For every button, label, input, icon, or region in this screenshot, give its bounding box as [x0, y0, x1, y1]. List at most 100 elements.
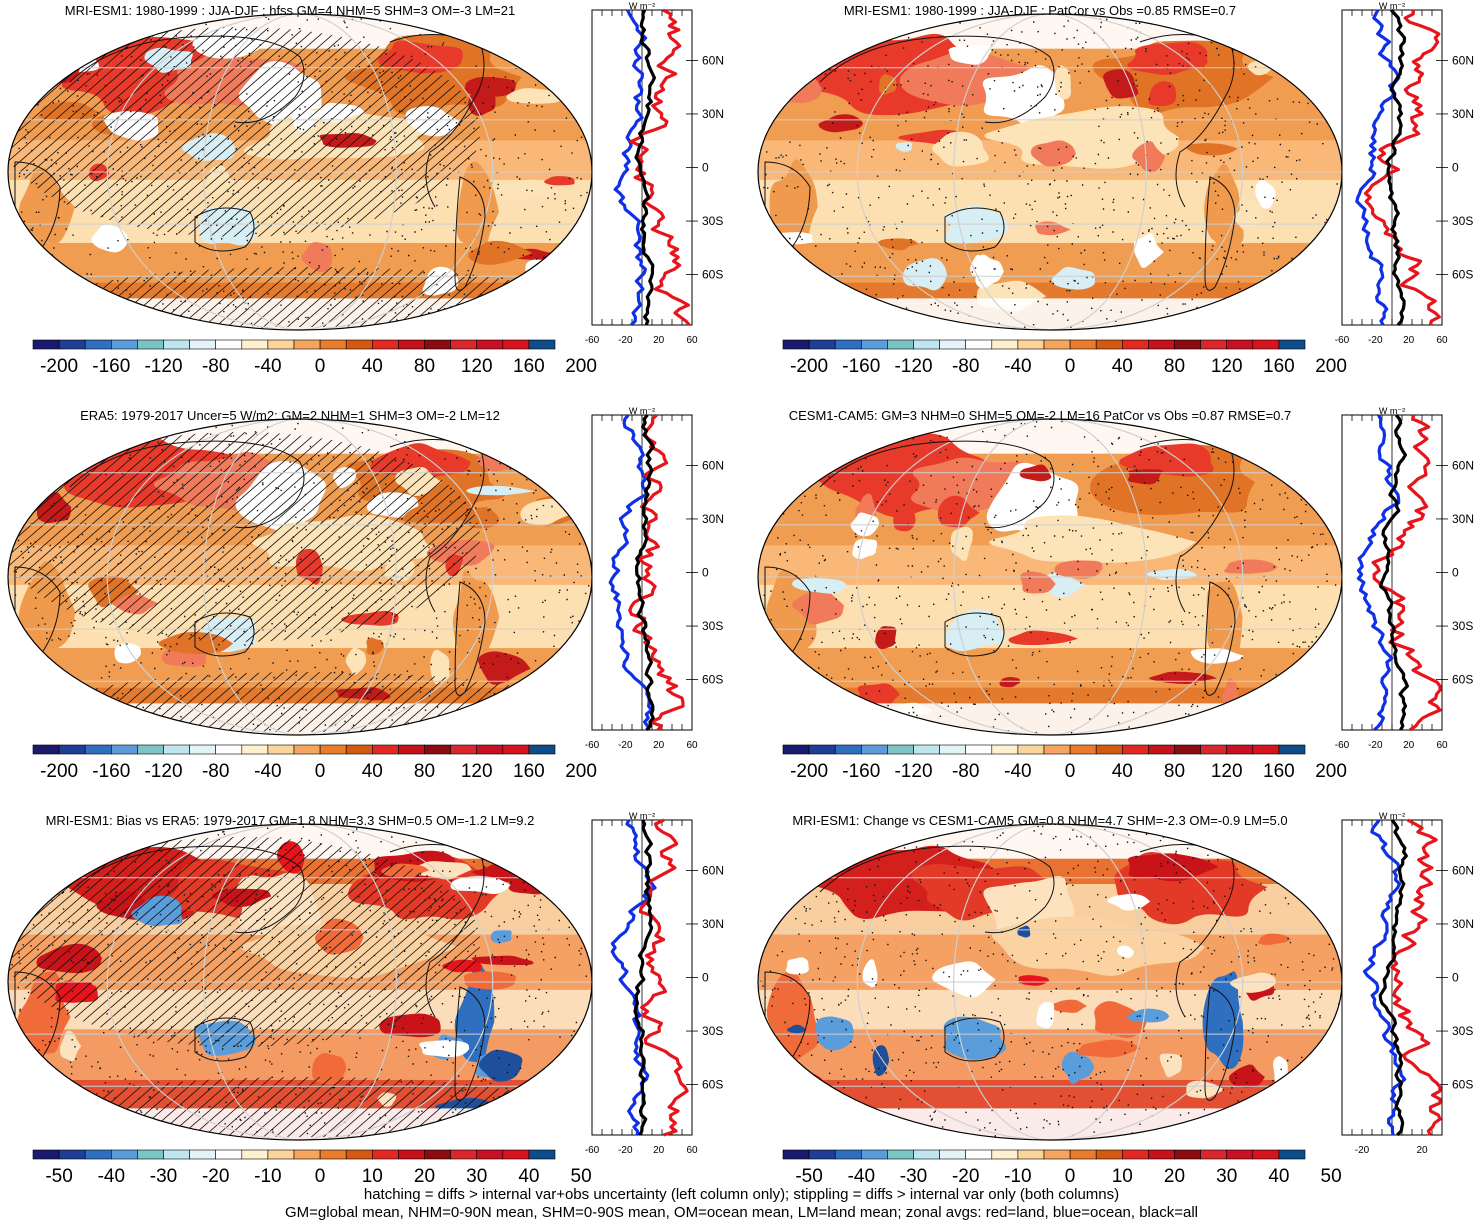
colorbar-swatch [476, 339, 504, 350]
colorbar-tick-label: -40 [98, 1166, 125, 1187]
lat-label: 30S [702, 214, 723, 228]
zonal-all-line [1378, 818, 1408, 1137]
lat-label: 0 [1452, 161, 1459, 175]
colorbar-tick-label: 80 [1164, 761, 1185, 782]
colorbar-swatch [860, 744, 888, 755]
colorbar-swatch [137, 1149, 164, 1160]
colorbar-tick-label: -200 [40, 761, 78, 782]
colorbar-swatch [345, 1149, 373, 1160]
colorbar-swatch [345, 339, 373, 350]
colorbar-swatch [887, 744, 914, 755]
coastlines [14, 439, 486, 696]
colorbar-swatch [58, 1149, 86, 1160]
colorbar-swatch [1017, 744, 1045, 755]
colorbar-swatch [32, 1149, 60, 1160]
zonal-land-line [628, 413, 685, 732]
zonal-x-tick-label: -60 [585, 335, 600, 346]
colorbar-tick-label: 200 [1315, 356, 1347, 377]
lat-label: 30N [702, 917, 724, 931]
colorbar-swatch [84, 744, 112, 755]
colorbar-tick-label: 50 [571, 1166, 592, 1187]
lat-label: 30S [1452, 1024, 1473, 1038]
colorbar-swatch [1226, 1149, 1254, 1160]
colorbar-swatch [345, 744, 373, 755]
colorbar-swatch [319, 1149, 347, 1160]
colorbar-tick-label: 200 [1315, 761, 1347, 782]
colorbar-tick-label: -200 [40, 356, 78, 377]
colorbar-swatch [1148, 744, 1175, 755]
colorbar-swatch [1122, 744, 1149, 755]
colorbar-swatch [1148, 1149, 1175, 1160]
colorbar-tick-label: 160 [513, 356, 545, 377]
colorbar-tick-label: -40 [848, 1166, 875, 1187]
colorbar-swatch [1200, 744, 1227, 755]
colorbar-tick-label: 0 [1065, 356, 1076, 377]
panel-title: MRI-ESM1: 1980-1999 : JJA-DJF : hfss GM=… [65, 3, 515, 18]
colorbar-swatch [398, 1149, 425, 1160]
lat-label: 30S [1452, 619, 1473, 633]
zonal-land-line [1363, 9, 1441, 326]
lat-label: 60S [1452, 673, 1473, 687]
colorbar-tick-label: -80 [202, 356, 229, 377]
graticule [8, 824, 592, 1140]
colorbar-tick-label: 200 [565, 356, 597, 377]
colorbar-swatch [267, 744, 295, 755]
map-p2 [758, 14, 1342, 330]
colorbar-swatch [163, 744, 190, 755]
colorbar-swatch [1043, 339, 1071, 350]
colorbar-swatch [1069, 1149, 1097, 1160]
zonal-x-tick-label: -20 [618, 740, 633, 751]
lat-label: 30S [702, 619, 723, 633]
colorbar-swatch [58, 744, 86, 755]
zonal-x-tick-label: -20 [1368, 740, 1383, 751]
colorbar-swatch [424, 1149, 451, 1160]
colorbar-tick-label: -50 [795, 1166, 822, 1187]
colorbar-tick-label: 40 [518, 1166, 539, 1187]
colorbar-tick-label: -40 [254, 761, 281, 782]
units-label: W m⁻² [629, 811, 655, 821]
lat-label: 60N [1452, 863, 1474, 877]
units-label: W m⁻² [1379, 811, 1405, 821]
colorbar-tick-label: -40 [1004, 356, 1031, 377]
colorbar-tick-label: 0 [315, 761, 326, 782]
panel-title: MRI-ESM1: 1980-1999 : JJA-DJF : PatCor v… [844, 3, 1236, 18]
zonal-x-tick-label: -20 [1355, 1145, 1370, 1156]
colorbar-swatch [1017, 339, 1045, 350]
lat-label: 0 [1452, 566, 1459, 580]
colorbar-swatch [424, 339, 451, 350]
colorbar-swatch [215, 744, 243, 755]
map-p5 [8, 824, 592, 1140]
lat-label: 60S [702, 268, 723, 282]
colorbar-swatch [1200, 339, 1227, 350]
zonal-average-plot: W m⁻² -20 20 60N 30N 0 30S 60S [1341, 811, 1474, 1156]
colorbar-swatch [84, 1149, 112, 1160]
colorbar-tick-label: -200 [790, 761, 828, 782]
colorbar-swatch [1174, 744, 1201, 755]
graticule [8, 14, 592, 330]
lat-label: 0 [702, 566, 709, 580]
lat-label: 60S [1452, 1078, 1473, 1092]
zonal-all-line [633, 819, 654, 1136]
colorbar-swatch [241, 744, 269, 755]
zonal-x-tick-label: -60 [585, 740, 600, 751]
zonal-all-line [634, 9, 656, 326]
zonal-ocean-line [1355, 9, 1401, 326]
zonal-land-line [1371, 414, 1442, 732]
colorbar: -200 -160 -120 -80 -40 0 40 80 120 160 200 [782, 744, 1347, 782]
colorbar-swatch [1122, 339, 1149, 350]
colorbar-swatch [241, 339, 269, 350]
units-label: W m⁻² [629, 1, 655, 11]
colorbar-swatch [319, 744, 347, 755]
colorbar-tick-label: -40 [254, 356, 281, 377]
colorbar-tick-label: 10 [1112, 1166, 1133, 1187]
lat-label: 30S [1452, 214, 1473, 228]
colorbar-swatch [782, 339, 810, 350]
colorbar-tick-label: 0 [315, 1166, 326, 1187]
colorbar-tick-label: 120 [1211, 356, 1243, 377]
lat-label: 0 [1452, 971, 1459, 985]
colorbar-swatch [267, 339, 295, 350]
colorbar-tick-label: 30 [466, 1166, 487, 1187]
zonal-x-tick-label: 20 [1403, 740, 1415, 751]
colorbar-swatch [1200, 1149, 1227, 1160]
colorbar-swatch [1069, 339, 1097, 350]
